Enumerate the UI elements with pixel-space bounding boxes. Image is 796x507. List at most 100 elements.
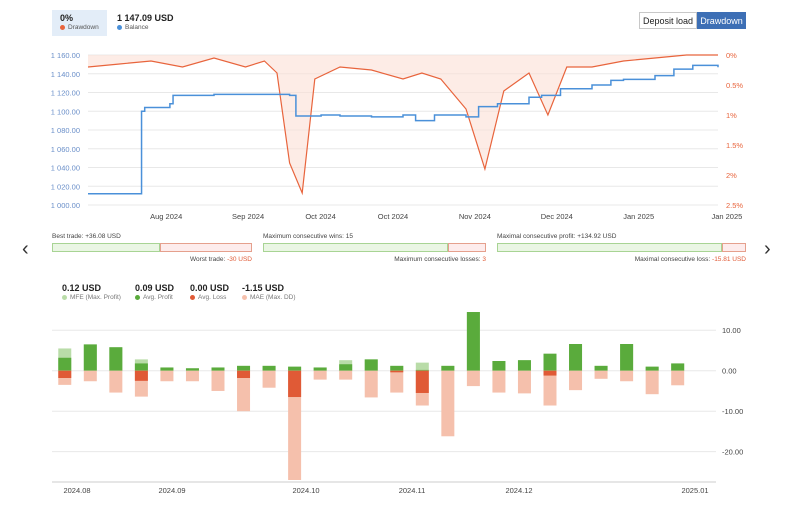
bar-x-tick-label: 2024.09 <box>158 486 185 495</box>
mini-legend-label[interactable]: MAE (Max. DD) <box>242 294 296 301</box>
best-trade-label: Best trade: <box>52 233 84 240</box>
x-tick-label: Oct 2024 <box>305 212 335 221</box>
mae-bar <box>211 370 225 391</box>
x-tick-label: Dec 2024 <box>541 212 573 221</box>
profit-bar <box>543 353 557 371</box>
mini-legend-label[interactable]: Avg. Profit <box>135 294 173 301</box>
mini-legend-label[interactable]: MFE (Max. Profit) <box>62 294 121 301</box>
max-consec-wins-label: Maximum consecutive wins: <box>263 233 344 240</box>
bar-x-tick-label: 2024.10 <box>292 486 319 495</box>
right-tick-label: 1.5% <box>726 141 743 150</box>
profit-bar <box>415 369 429 371</box>
drawdown-button[interactable]: Drawdown <box>697 12 746 29</box>
bar-marks <box>58 312 685 480</box>
max-consec-losses-value: 3 <box>482 256 486 263</box>
x-tick-label: Sep 2024 <box>232 212 264 221</box>
profit-bar <box>109 347 123 371</box>
balance-legend[interactable]: Balance <box>117 24 149 31</box>
left-tick-label: 1 080.00 <box>51 126 80 135</box>
worst-trade-label: Worst trade: <box>189 256 226 263</box>
consec-profit-bar <box>497 243 722 252</box>
max-consec-wins-stat: Maximum consecutive wins: 15 <box>263 233 353 240</box>
mini-legend-value: 0.00 USD <box>190 283 230 293</box>
profit-bar <box>671 363 685 371</box>
profit-bar <box>288 366 302 371</box>
x-tick-label: Jan 2025 <box>623 212 654 221</box>
max-consec-profit-label: Maximal consecutive profit: <box>497 233 576 240</box>
mae-bar <box>543 370 557 406</box>
mini-legend-value: 0.12 USD <box>62 283 102 293</box>
losses-bar <box>448 243 486 252</box>
bar-x-tick-label: 2024.08 <box>63 486 90 495</box>
bar-y-tick-label: -20.00 <box>722 448 743 457</box>
profit-bar <box>313 367 327 371</box>
right-tick-label: 0% <box>726 51 737 60</box>
mini-legend-text: MAE (Max. DD) <box>250 294 296 301</box>
max-consec-profit-stat: Maximal consecutive profit: +134.92 USD <box>497 233 616 240</box>
drawdown-value: 0% <box>60 13 74 23</box>
mae-bar <box>83 370 97 382</box>
right-tick-label: 1% <box>726 111 737 120</box>
mini-legend-text: Avg. Loss <box>198 294 227 301</box>
profit-bar <box>160 367 174 371</box>
x-tick-label: Oct 2024 <box>378 212 408 221</box>
left-tick-label: 1 140.00 <box>51 70 80 79</box>
left-tick-label: 1 000.00 <box>51 201 80 210</box>
max-consec-profit-value: +134.92 USD <box>577 233 617 240</box>
best-trade-stat: Best trade: +36.08 USD <box>52 233 121 240</box>
profit-bar <box>441 365 455 371</box>
mini-legend-label[interactable]: Avg. Loss <box>190 294 226 301</box>
mae-bar <box>109 370 123 393</box>
balance-dot-icon <box>117 24 122 30</box>
profit-bar <box>517 360 531 371</box>
mae-bar <box>645 370 659 395</box>
profit-bar <box>262 365 276 371</box>
bar-x-tick-label: 2024.12 <box>505 486 532 495</box>
balance-label: Balance <box>125 24 149 31</box>
loss-bar <box>58 370 72 378</box>
profit-bar <box>466 312 480 371</box>
bar-y-tick-label: 0.00 <box>722 367 737 376</box>
mae-bar <box>492 370 506 393</box>
deposit-load-button[interactable]: Deposit load <box>639 12 697 29</box>
next-arrow-icon[interactable]: › <box>764 238 771 260</box>
mae-bar <box>237 370 251 412</box>
bar-x-tick-label: 2024.11 <box>399 486 426 495</box>
profit-bar <box>237 365 251 371</box>
right-tick-label: 0.5% <box>726 81 743 90</box>
mae-bar <box>517 370 531 394</box>
profit-bar <box>492 361 506 371</box>
loss-bar <box>415 370 429 393</box>
left-axis-ticks: 1 160.00 1 140.00 1 120.00 1 100.00 1 080.00… <box>51 51 80 210</box>
prev-arrow-icon[interactable]: ‹ <box>22 238 29 260</box>
loss-bar <box>288 370 302 398</box>
max-consec-loss-stat: Maximal consecutive loss: -15.81 USD <box>580 256 746 263</box>
worst-trade-value: -30 USD <box>227 256 252 263</box>
best-trade-bar <box>52 243 160 252</box>
legend-dot-icon <box>62 294 67 300</box>
loss-bar <box>390 370 404 373</box>
consec-loss-bar <box>722 243 746 252</box>
mae-bar <box>594 370 608 379</box>
legend-dot-icon <box>242 294 247 300</box>
max-consec-loss-label: Maximal consecutive loss: <box>634 256 711 263</box>
trade-stats-bar-chart: 10.000.00-10.00-20.00 2024.08 2024.09 2024… <box>52 312 743 495</box>
drawdown-legend-box[interactable] <box>52 10 107 36</box>
mae-bar <box>671 370 685 386</box>
bar-x-axis-ticks: 2024.08 2024.09 2024.10 2024.11 2024.12 2025.… <box>63 486 708 495</box>
mae-bar <box>160 370 174 382</box>
max-consec-losses-stat: Maximum consecutive losses: 3 <box>330 256 486 263</box>
x-tick-label: Aug 2024 <box>150 212 182 221</box>
x-tick-label: Nov 2024 <box>459 212 491 221</box>
mini-legend-text: Avg. Profit <box>143 294 173 301</box>
best-trade-value: +36.08 USD <box>85 233 121 240</box>
mini-legend-value: -1.15 USD <box>242 283 285 293</box>
profit-bar <box>620 344 634 371</box>
mae-bar <box>364 370 378 398</box>
bar-x-tick-label: 2025.01 <box>681 486 708 495</box>
worst-trade-bar <box>160 243 252 252</box>
profit-bar <box>83 344 97 371</box>
mae-bar <box>185 370 199 382</box>
right-axis-ticks: 0% 0.5% 1% 1.5% 2% 2.5% <box>726 51 743 210</box>
mae-bar <box>466 370 480 387</box>
